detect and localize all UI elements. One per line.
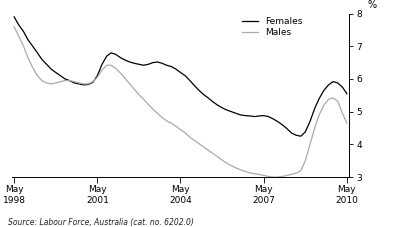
Males — [12, 25, 17, 28]
Males — [345, 122, 349, 124]
Females — [345, 92, 349, 95]
Males — [303, 159, 308, 162]
Males — [178, 128, 183, 131]
Line: Females: Females — [14, 17, 347, 136]
Males — [271, 176, 276, 178]
Legend: Females, Males: Females, Males — [240, 15, 304, 39]
Females — [86, 83, 91, 86]
Text: %: % — [368, 0, 377, 10]
Males — [317, 114, 322, 116]
Females — [178, 71, 183, 74]
Females — [12, 15, 17, 18]
Females — [299, 135, 303, 138]
Females — [123, 59, 127, 61]
Males — [86, 83, 91, 85]
Females — [317, 97, 322, 100]
Males — [123, 77, 127, 80]
Females — [289, 132, 294, 134]
Line: Males: Males — [14, 27, 347, 177]
Text: Source: Labour Force, Australia (cat. no. 6202.0): Source: Labour Force, Australia (cat. no… — [8, 218, 194, 227]
Males — [294, 172, 299, 175]
Females — [303, 131, 308, 133]
